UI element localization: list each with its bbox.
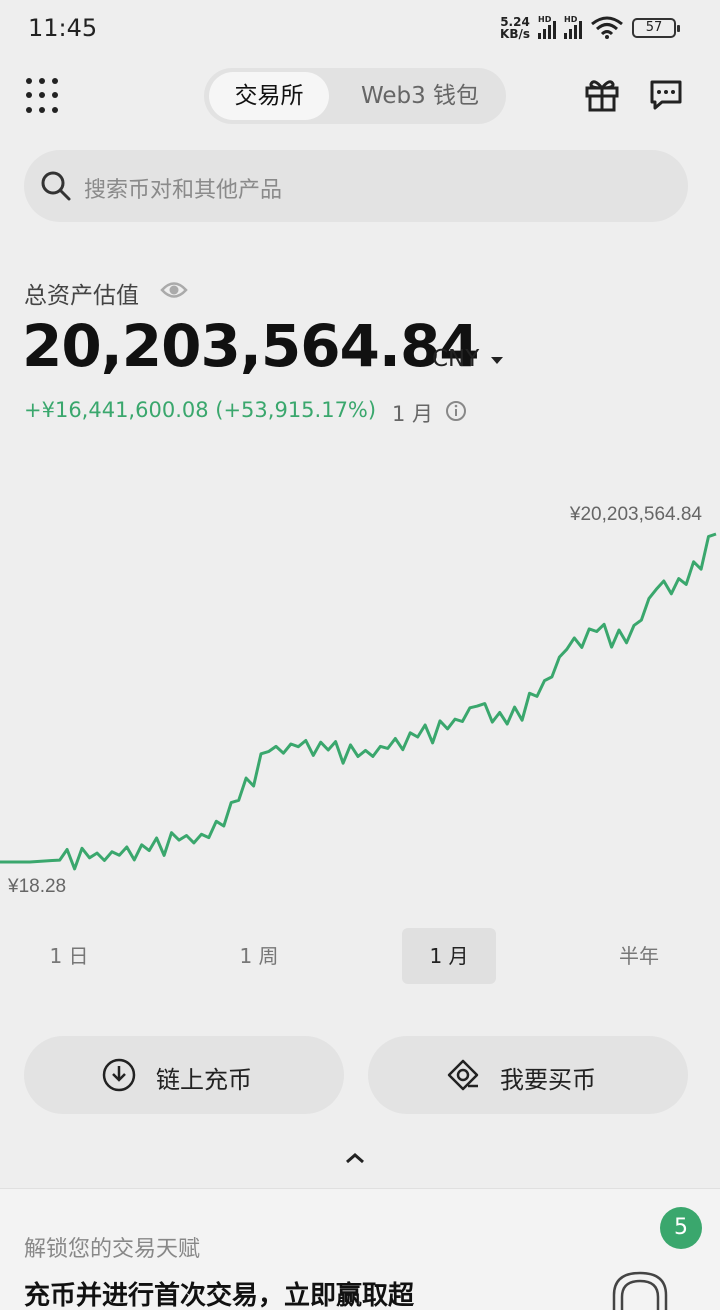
range-1-day[interactable]: 1 日: [49, 944, 89, 968]
deposit-label: 链上充币: [156, 1066, 252, 1094]
search-icon: [41, 171, 71, 201]
battery-icon: 57: [632, 18, 680, 38]
currency-selector[interactable]: CNY: [432, 346, 480, 372]
gift-icon[interactable]: [582, 74, 622, 114]
status-bar: 11:45 5.24 KB/s HD HD 57: [0, 0, 720, 60]
chevron-up-icon[interactable]: [344, 1150, 366, 1166]
eye-icon[interactable]: [160, 279, 188, 301]
search-input[interactable]: 搜索币对和其他产品: [84, 178, 283, 203]
tab-exchange[interactable]: 交易所: [209, 72, 329, 120]
status-time: 11:45: [28, 14, 98, 42]
promo-title: 充币并进行首次交易，立即赢取超: [24, 1281, 415, 1310]
buy-crypto-label: 我要买币: [500, 1066, 596, 1094]
apps-grid-icon[interactable]: [26, 78, 62, 114]
buy-crypto-button[interactable]: 我要买币: [368, 1036, 688, 1114]
chart-min-label: ¥18.28: [7, 876, 66, 897]
total-assets-value: 20,203,564.84: [22, 312, 480, 380]
top-bar: 交易所 Web3 钱包: [0, 60, 720, 134]
chart-series-line: [0, 532, 717, 871]
pnl-period: 1 月: [392, 402, 434, 426]
total-assets-label: 总资产估值: [24, 283, 139, 309]
search-bar[interactable]: 搜索币对和其他产品: [24, 150, 688, 222]
deposit-button[interactable]: 链上充币: [24, 1036, 344, 1114]
coin-icon: [447, 1059, 479, 1091]
download-icon: [102, 1058, 136, 1092]
task-count-badge: 5: [660, 1207, 702, 1249]
info-icon[interactable]: [445, 400, 467, 422]
range-1-month[interactable]: 1 月: [402, 928, 496, 984]
time-range-selector: 1 日 1 周 1 月 半年: [0, 928, 720, 984]
portfolio-chart[interactable]: ¥20,203,564.84 ¥18.28: [0, 490, 720, 910]
promo-sheet[interactable]: 解锁您的交易天赋 充币并进行首次交易，立即赢取超 5: [0, 1188, 720, 1310]
signal-icon-2: HD: [564, 15, 582, 39]
network-speed: 5.24 KB/s: [500, 15, 530, 41]
lock-illustration-icon: [612, 1271, 668, 1310]
range-1-week[interactable]: 1 周: [239, 944, 279, 968]
status-indicators: 5.24 KB/s HD HD 57: [500, 15, 680, 41]
chart-max-label: ¥20,203,564.84: [569, 504, 703, 525]
tab-web3-wallet[interactable]: Web3 钱包: [360, 83, 480, 109]
promo-subtitle: 解锁您的交易天赋: [24, 1237, 201, 1262]
pnl-value: +¥16,441,600.08 (+53,915.17%): [24, 398, 377, 422]
wifi-icon: [591, 16, 623, 39]
mode-switch: 交易所 Web3 钱包: [204, 68, 506, 124]
chevron-down-icon[interactable]: [491, 357, 503, 364]
message-icon[interactable]: [646, 74, 686, 114]
range-half-year[interactable]: 半年: [619, 944, 659, 968]
signal-icon: HD: [538, 15, 556, 39]
